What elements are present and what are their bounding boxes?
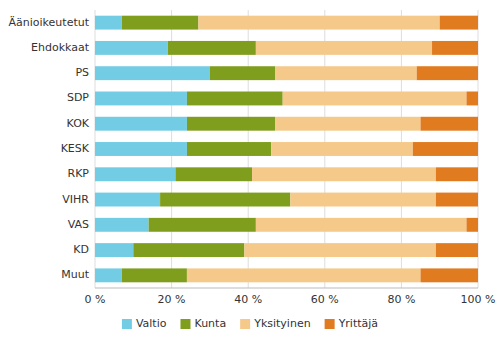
y-tick-label: Muut [61,268,89,281]
bar-series: Äänioikeutetut – Yrittäjä: 10 Ehdokkaat –… [413,16,478,283]
chart-svg: Äänioikeutetut Ehdokkaat PS SDP KOK KESK RKP VI… [0,0,500,338]
x-tick-label: 40 % [234,293,262,306]
bar-segment: Ehdokkaat – Yksityinen: 46 [256,41,432,55]
y-tick-label: PS [75,66,89,79]
bar-segment: PS – Kunta: 17 [210,66,275,80]
bar-segment: KD – Valtio: 10 [95,243,133,257]
y-tick-label: VAS [68,218,89,231]
bar-segment: Äänioikeutetut – Valtio: 7 [95,16,122,30]
y-tick-label: KOK [67,117,90,130]
legend-swatch [180,319,190,329]
y-tick-label: KESK [61,142,90,155]
bars: Äänioikeutetut – Valtio: 7 Ehdokkaat – Va… [95,16,478,283]
bar-segment: KESK – Yrittäjä: 17 [413,142,478,156]
x-axis-labels: 0 % 20 % 40 % 60 % 80 % 100 % [85,293,496,306]
bar-segment: KD – Kunta: 29 [133,243,244,257]
bar-segment: KOK – Kunta: 23 [187,117,275,131]
bar-segment: Ehdokkaat – Valtio: 19 [95,41,168,55]
y-tick-label: Äänioikeutetut [9,16,90,29]
bar-segment: KESK – Yksityinen: 37 [271,142,413,156]
x-tick-label: 100 % [461,293,496,306]
bar-segment: SDP – Yrittäjä: 3 [467,92,478,106]
bar-segment: KESK – Kunta: 22 [187,142,271,156]
bar-segment: VAS – Kunta: 28 [149,218,256,232]
bar-segment: SDP – Yksityinen: 48 [283,92,467,106]
bar-segment: KOK – Valtio: 24 [95,117,187,131]
legend-label: Valtio [136,317,167,330]
y-tick-label: SDP [67,91,89,104]
x-tick-label: 0 % [85,293,106,306]
legend-label: Kunta [194,317,226,330]
legend-label: Yrittäjä [338,317,378,330]
bar-segment: VAS – Yksityinen: 55 [256,218,467,232]
y-axis-labels: Äänioikeutetut Ehdokkaat PS SDP KOK KESK RKP VI… [9,16,90,282]
y-tick-label: Ehdokkaat [31,41,90,54]
bar-segment: VAS – Valtio: 14 [95,218,149,232]
bar-segment: KD – Yksityinen: 50 [244,243,436,257]
bar-segment: PS – Yrittäjä: 16 [417,66,478,80]
bar-segment: VIHR – Valtio: 17 [95,193,160,207]
bar-segment: SDP – Valtio: 24 [95,92,187,106]
bar-segment: Ehdokkaat – Yrittäjä: 12 [432,41,478,55]
bar-segment: RKP – Kunta: 20 [175,167,252,181]
bar-segment: Äänioikeutetut – Yrittäjä: 10 [440,16,478,30]
x-axis-line [95,288,478,289]
bar-segment: PS – Yksityinen: 37 [275,66,417,80]
bar-segment: Äänioikeutetut – Yksityinen: 63 [198,16,439,30]
legend-swatch [122,319,132,329]
legend: Valtio Kunta Yksityinen Yrittäjä [122,317,378,330]
y-tick-label: RKP [68,167,90,180]
legend-swatch [325,319,335,329]
bar-segment: SDP – Kunta: 25 [187,92,283,106]
bar-segment: KD – Yrittäjä: 11 [436,243,478,257]
legend-label: Yksityinen [253,317,310,330]
x-tick-label: 60 % [311,293,339,306]
bar-segment: KOK – Yksityinen: 38 [275,117,421,131]
bar-segment: VIHR – Yksityinen: 38 [290,193,436,207]
bar-series: Äänioikeutetut – Kunta: 20 Ehdokkaat – Ku… [122,16,291,283]
legend-swatch [240,319,250,329]
bar-segment: Muut – Valtio: 7 [95,268,122,282]
bar-segment: Muut – Kunta: 17 [122,268,187,282]
bar-segment: VAS – Yrittäjä: 3 [467,218,478,232]
bar-segment: Muut – Yksityinen: 61 [187,268,421,282]
bar-segment: KOK – Yrittäjä: 15 [421,117,478,131]
bar-segment: Muut – Yrittäjä: 15 [421,268,478,282]
x-tick-label: 80 % [387,293,415,306]
x-tick-label: 20 % [158,293,186,306]
bar-segment: KESK – Valtio: 24 [95,142,187,156]
grid [95,10,478,288]
y-tick-label: KD [73,243,89,256]
legend-item: Yksityinen [240,317,310,330]
bar-segment: Ehdokkaat – Kunta: 23 [168,41,256,55]
y-tick-label: VIHR [62,193,89,206]
bar-segment: Äänioikeutetut – Kunta: 20 [122,16,199,30]
bar-segment: RKP – Valtio: 21 [95,167,175,181]
legend-item: Kunta [180,317,226,330]
bar-segment: VIHR – Yrittäjä: 11 [436,193,478,207]
bar-segment: PS – Valtio: 30 [95,66,210,80]
bar-segment: VIHR – Kunta: 34 [160,193,290,207]
legend-item: Yrittäjä [325,317,378,330]
bar-segment: RKP – Yksityinen: 48 [252,167,436,181]
legend-item: Valtio [122,317,167,330]
bar-segment: RKP – Yrittäjä: 11 [436,167,478,181]
chart-container: Äänioikeutetut Ehdokkaat PS SDP KOK KESK RKP VI… [0,0,500,338]
